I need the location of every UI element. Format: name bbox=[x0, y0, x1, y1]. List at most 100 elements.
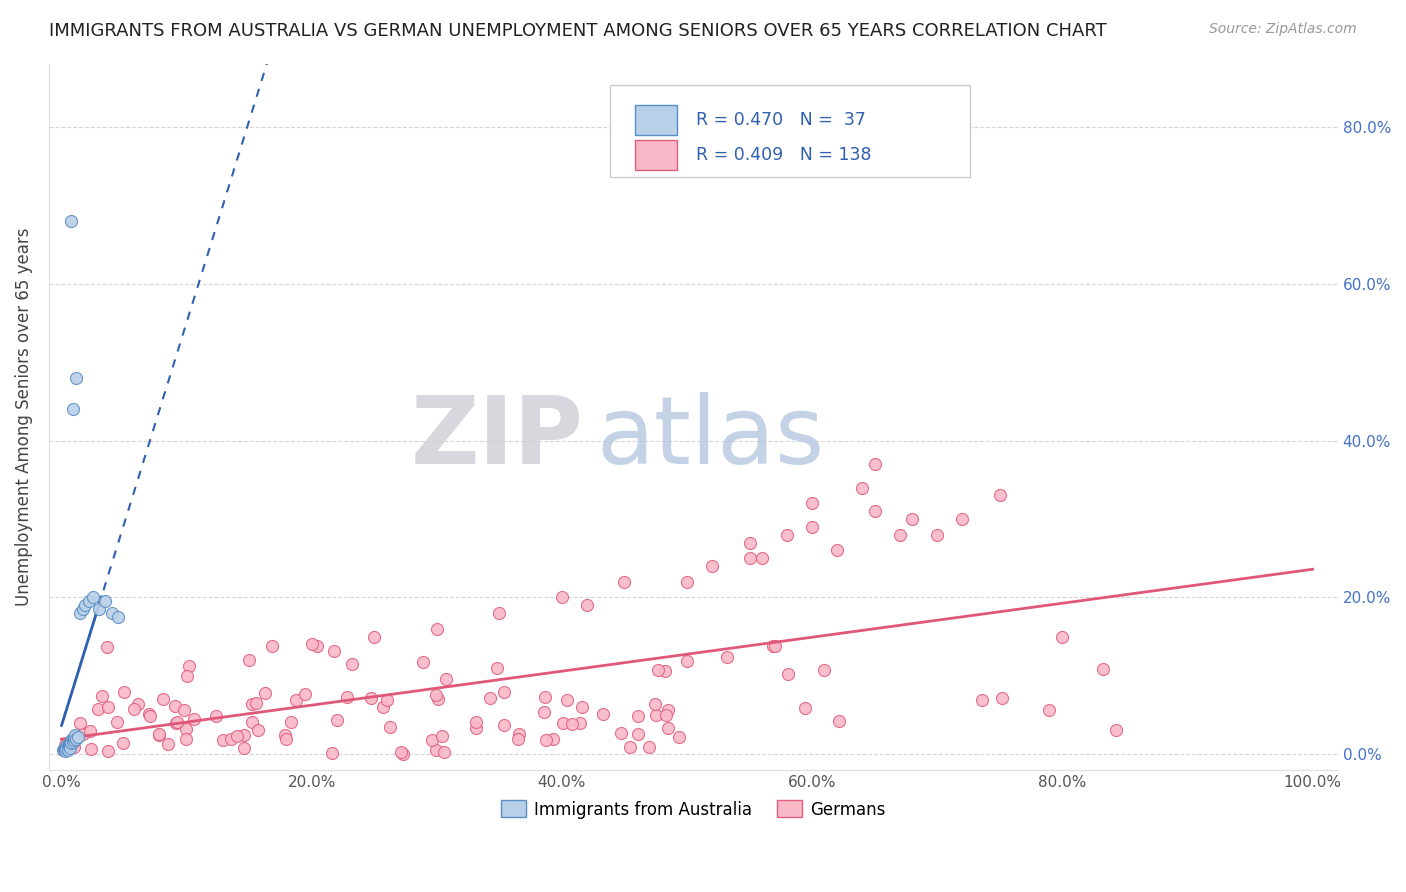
Point bbox=[485, 661, 508, 675]
Point bbox=[97, 744, 120, 758]
Point bbox=[60, 733, 83, 747]
FancyBboxPatch shape bbox=[636, 140, 676, 170]
Point bbox=[183, 712, 205, 726]
Point bbox=[373, 699, 395, 714]
Point bbox=[970, 693, 993, 707]
Point bbox=[284, 693, 307, 707]
Point bbox=[233, 728, 256, 742]
Point bbox=[561, 716, 583, 731]
Point bbox=[657, 702, 679, 716]
Point bbox=[65, 728, 87, 742]
Point bbox=[280, 715, 302, 730]
Point bbox=[426, 622, 449, 636]
Point bbox=[112, 684, 135, 698]
Point bbox=[492, 685, 515, 699]
Point bbox=[56, 738, 79, 752]
Point bbox=[157, 737, 180, 751]
Point bbox=[801, 520, 824, 534]
Point bbox=[59, 738, 82, 752]
Point bbox=[654, 707, 676, 722]
Text: Source: ZipAtlas.com: Source: ZipAtlas.com bbox=[1209, 22, 1357, 37]
Point bbox=[336, 690, 359, 705]
Point bbox=[988, 488, 1011, 502]
Point bbox=[508, 726, 530, 740]
Point bbox=[165, 698, 187, 713]
Point bbox=[77, 594, 100, 608]
Point bbox=[245, 696, 267, 710]
Point bbox=[79, 724, 101, 739]
Text: R = 0.470   N =  37: R = 0.470 N = 37 bbox=[696, 111, 866, 128]
Point bbox=[55, 741, 77, 756]
Point bbox=[430, 729, 453, 743]
Point bbox=[991, 690, 1014, 705]
Point bbox=[96, 640, 118, 655]
Point bbox=[238, 653, 260, 667]
Point bbox=[360, 691, 382, 706]
Point bbox=[433, 745, 456, 759]
Point bbox=[253, 686, 276, 700]
Point bbox=[551, 591, 574, 605]
Point bbox=[488, 606, 510, 620]
Point bbox=[173, 703, 195, 717]
Point bbox=[152, 691, 174, 706]
Point bbox=[53, 738, 76, 752]
Point bbox=[232, 740, 254, 755]
Point bbox=[246, 723, 269, 737]
Point bbox=[240, 697, 263, 711]
Point bbox=[60, 735, 83, 749]
Point bbox=[176, 669, 198, 683]
Point bbox=[425, 743, 447, 757]
Point bbox=[53, 741, 76, 756]
Point bbox=[87, 701, 110, 715]
Point bbox=[657, 721, 679, 735]
Point bbox=[613, 574, 636, 589]
Legend: Immigrants from Australia, Germans: Immigrants from Australia, Germans bbox=[494, 794, 893, 825]
Point bbox=[1038, 703, 1060, 717]
Point bbox=[1105, 723, 1128, 738]
Point bbox=[763, 639, 786, 653]
Text: R = 0.409   N = 138: R = 0.409 N = 138 bbox=[696, 146, 872, 164]
Point bbox=[107, 610, 129, 624]
Point bbox=[72, 602, 94, 616]
Point bbox=[97, 699, 120, 714]
Point bbox=[176, 722, 198, 736]
Point bbox=[647, 663, 669, 677]
Point bbox=[94, 594, 117, 608]
Point bbox=[166, 715, 188, 730]
Point bbox=[53, 743, 76, 757]
Point bbox=[801, 496, 824, 510]
Point bbox=[91, 689, 114, 703]
Point bbox=[65, 731, 87, 746]
Point bbox=[901, 512, 924, 526]
Point bbox=[571, 699, 593, 714]
Point bbox=[66, 730, 89, 744]
Point bbox=[776, 527, 799, 541]
Text: atlas: atlas bbox=[596, 392, 825, 484]
Point bbox=[619, 740, 641, 755]
Point bbox=[301, 638, 323, 652]
FancyBboxPatch shape bbox=[636, 105, 676, 135]
Point bbox=[627, 727, 650, 741]
Point bbox=[813, 664, 835, 678]
Point bbox=[533, 705, 555, 719]
Point bbox=[889, 527, 911, 541]
Point bbox=[555, 692, 578, 706]
Point bbox=[776, 666, 799, 681]
Point bbox=[62, 731, 84, 746]
Point bbox=[212, 733, 235, 747]
Point bbox=[56, 741, 79, 756]
Point bbox=[592, 707, 614, 722]
Point bbox=[738, 535, 761, 549]
Point bbox=[434, 672, 457, 686]
Point bbox=[541, 731, 564, 746]
Point bbox=[179, 658, 201, 673]
Point bbox=[392, 747, 415, 761]
Point bbox=[53, 742, 76, 756]
Point bbox=[63, 739, 86, 754]
Point bbox=[321, 746, 343, 760]
Point bbox=[425, 688, 447, 702]
Point bbox=[58, 737, 80, 751]
Point bbox=[675, 653, 697, 667]
Point bbox=[62, 735, 84, 749]
Point bbox=[644, 697, 666, 711]
